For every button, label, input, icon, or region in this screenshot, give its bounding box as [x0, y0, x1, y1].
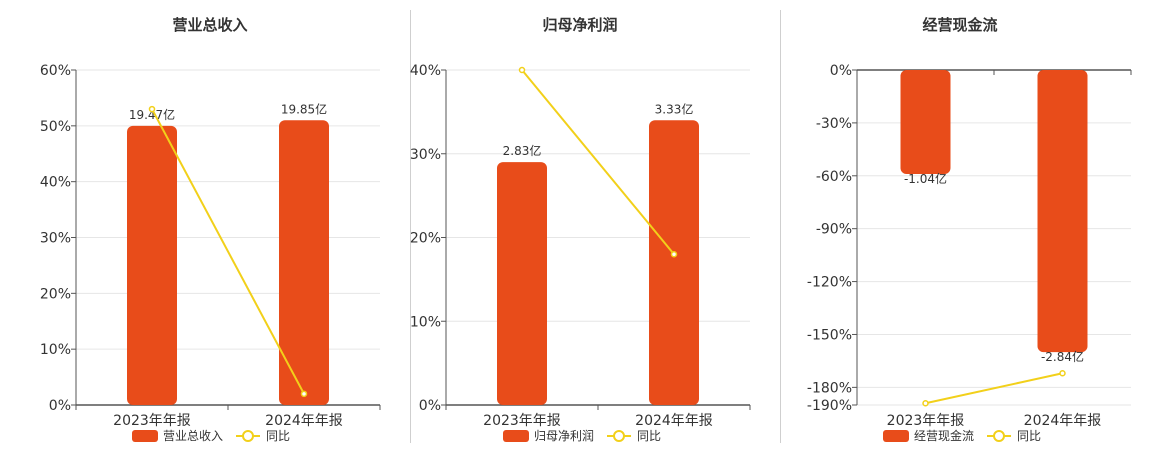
chart1-legend-bar-label: 营业总收入	[163, 429, 223, 443]
chart2-legend-line-marker	[613, 430, 625, 442]
panel-divider-2	[780, 10, 781, 443]
chart3-ytick-label: 0%	[830, 63, 852, 79]
chart1-yoy-point	[148, 105, 156, 113]
chart1-bar-label: 19.47亿	[129, 107, 175, 122]
chart2-bar	[649, 120, 699, 405]
chart2-ytick-label: 20%	[410, 231, 441, 247]
chart3-legend-line-marker	[993, 430, 1005, 442]
chart3-ytick-label: -60%	[816, 169, 852, 185]
chart1-ytick-label: 10%	[40, 342, 71, 358]
chart3-title: 经营现金流	[922, 16, 997, 34]
chart2-ytick-label: 10%	[410, 314, 441, 330]
chart1-bar	[279, 120, 329, 405]
chart1-yoy-line	[151, 108, 305, 395]
chart2-ytick-label: 40%	[410, 63, 441, 79]
chart2-yoy-point	[518, 66, 526, 74]
chart3-ytick-label: -150%	[807, 327, 852, 343]
chart3-bar-label: -1.04亿	[904, 171, 947, 186]
chart1-legend-line-label: 同比	[266, 429, 290, 443]
chart1-ytick-label: 0%	[49, 398, 71, 414]
chart3-yoy-line	[925, 372, 1063, 405]
chart3-category-label: 2024年年报	[1024, 413, 1102, 429]
chart3-ytick-label: -120%	[807, 275, 852, 291]
chart2-legend-bar-swatch	[503, 430, 529, 442]
chart3-bar	[900, 70, 951, 175]
chart2-legend-bar-label: 归母净利润	[534, 429, 594, 443]
chart3-ytick-label: -30%	[816, 116, 852, 132]
chart1-ytick-label: 20%	[40, 286, 71, 302]
chart2-legend-line-label: 同比	[637, 429, 661, 443]
chart2-category-label: 2023年年报	[483, 413, 561, 429]
chart3-ytick-label: -180%	[807, 380, 852, 396]
chart1-ytick-label: 60%	[40, 63, 71, 79]
chart2-yoy-point	[670, 251, 678, 258]
chart1-category-label: 2024年年报	[265, 413, 343, 429]
chart2-title: 归母净利润	[542, 16, 617, 34]
chart1-bar	[127, 125, 177, 405]
chart2-yoy-line	[521, 69, 675, 255]
chart2-ytick-label: 30%	[410, 147, 441, 163]
chart2-bar-label: 2.83亿	[503, 143, 542, 158]
chart1-ytick-label: 50%	[40, 119, 71, 135]
chart2-bar	[497, 162, 547, 405]
panel-divider-1	[410, 10, 411, 443]
chart3-yoy-point	[1059, 370, 1066, 377]
chart1-ytick-label: 30%	[40, 231, 71, 247]
chart1-title: 营业总收入	[172, 16, 247, 34]
chart2-category-label: 2024年年报	[635, 413, 713, 429]
chart2-bar-label: 3.33亿	[655, 101, 694, 116]
chart1-legend-bar-swatch	[132, 430, 158, 442]
chart3-ytick-label: -190%	[807, 398, 852, 414]
chart3-legend-bar-label: 经营现金流	[914, 428, 974, 443]
chart3-yoy-point	[922, 399, 929, 407]
chart1-legend-line-marker	[242, 430, 254, 442]
chart3-bar	[1037, 70, 1088, 353]
chart1-bar-label: 19.85亿	[281, 101, 327, 116]
chart3-bar-label: -2.84亿	[1041, 349, 1084, 364]
chart3-legend-bar-swatch	[883, 430, 909, 442]
chart1-ytick-label: 40%	[40, 175, 71, 191]
chart3-category-label: 2023年年报	[887, 413, 965, 429]
chart1-category-label: 2023年年报	[113, 413, 191, 429]
chart1-yoy-point	[300, 390, 308, 398]
chart3-ytick-label: -90%	[816, 222, 852, 238]
chart3-legend-line-label: 同比	[1017, 429, 1041, 443]
chart2-ytick-label: 0%	[419, 398, 441, 414]
